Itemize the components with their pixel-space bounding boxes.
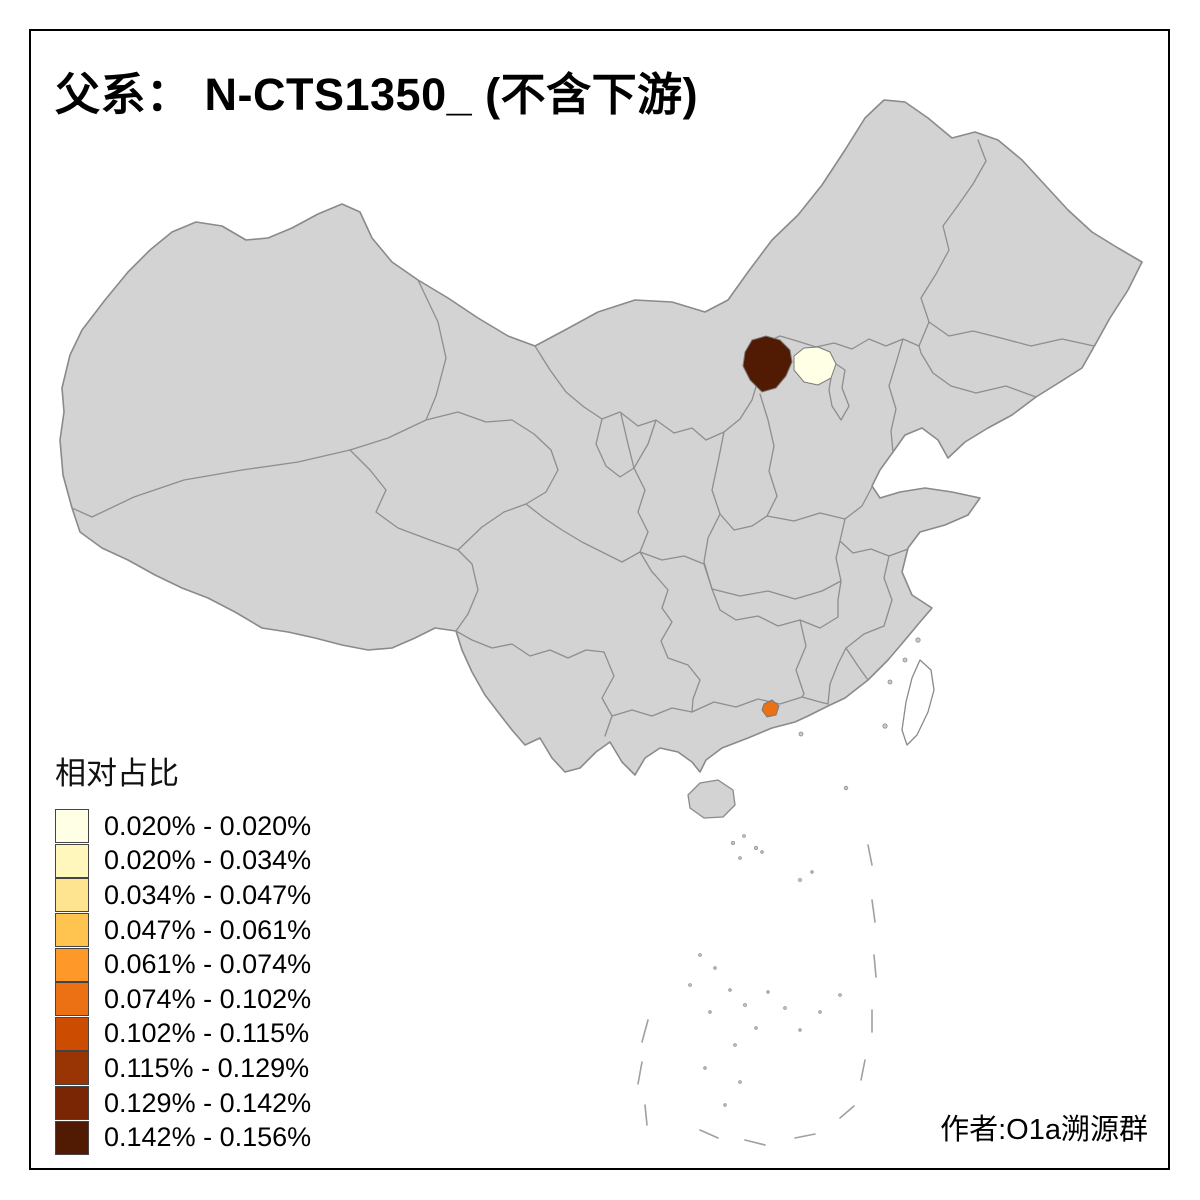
legend-label: 0.034% - 0.047% [104, 879, 312, 910]
legend-label: 0.142% - 0.156% [104, 1122, 312, 1153]
legend-label: 0.047% - 0.061% [104, 914, 312, 945]
legend-row: 0.102% - 0.115% [55, 1016, 311, 1052]
legend-row: 0.129% - 0.142% [55, 1086, 311, 1121]
legend-label: 0.020% - 0.034% [104, 845, 312, 876]
legend-row: 0.115% - 0.129% [55, 1051, 311, 1086]
legend-swatch [55, 913, 89, 948]
page-title: 父系： N-CTS1350_ (不含下游) [55, 69, 699, 120]
legend-label: 0.129% - 0.142% [104, 1087, 312, 1118]
legend-swatch [55, 1086, 89, 1121]
legend-row: 0.034% - 0.047% [55, 878, 311, 913]
legend-title: 相对占比 [55, 756, 179, 791]
taiwan-island [901, 659, 935, 746]
legend-swatch [55, 947, 89, 982]
highlight-region-north-light [793, 346, 837, 386]
legend: 相对占比 0.020% - 0.020% 0.020% - 0.034% 0.034… [55, 748, 311, 1155]
legend-label: 0.061% - 0.074% [104, 949, 312, 980]
legend-row: 0.047% - 0.061% [55, 913, 311, 948]
legend-label: 0.020% - 0.020% [104, 810, 312, 841]
mainland-outline [59, 99, 1143, 776]
legend-swatch [55, 809, 89, 844]
highlight-region-north-dark [742, 335, 793, 393]
plot-border [29, 29, 1170, 1170]
legend-entries: 0.020% - 0.020% 0.020% - 0.034% 0.034% - 0… [55, 809, 311, 1155]
sea-islands [637, 637, 921, 1146]
legend-label: 0.102% - 0.115% [104, 1018, 310, 1049]
highlight-region-south-orange [761, 699, 780, 718]
legend-swatch [55, 1016, 89, 1051]
legend-row: 0.020% - 0.034% [55, 843, 312, 879]
legend-row: 0.061% - 0.074% [55, 947, 311, 982]
legend-row: 0.074% - 0.102% [55, 982, 311, 1017]
legend-swatch [55, 982, 89, 1017]
province-borders [71, 139, 1095, 737]
legend-row: 0.142% - 0.156% [55, 1120, 311, 1155]
hainan-island [687, 779, 736, 819]
legend-row: 0.020% - 0.020% [55, 809, 311, 844]
legend-swatch [55, 1051, 89, 1086]
legend-swatch [55, 843, 89, 878]
legend-swatch [55, 878, 89, 913]
author-credit: 作者:O1a溯源群 [940, 1114, 1148, 1146]
legend-label: 0.074% - 0.102% [104, 983, 312, 1014]
legend-swatch [55, 1120, 89, 1155]
legend-label: 0.115% - 0.129% [104, 1052, 310, 1083]
